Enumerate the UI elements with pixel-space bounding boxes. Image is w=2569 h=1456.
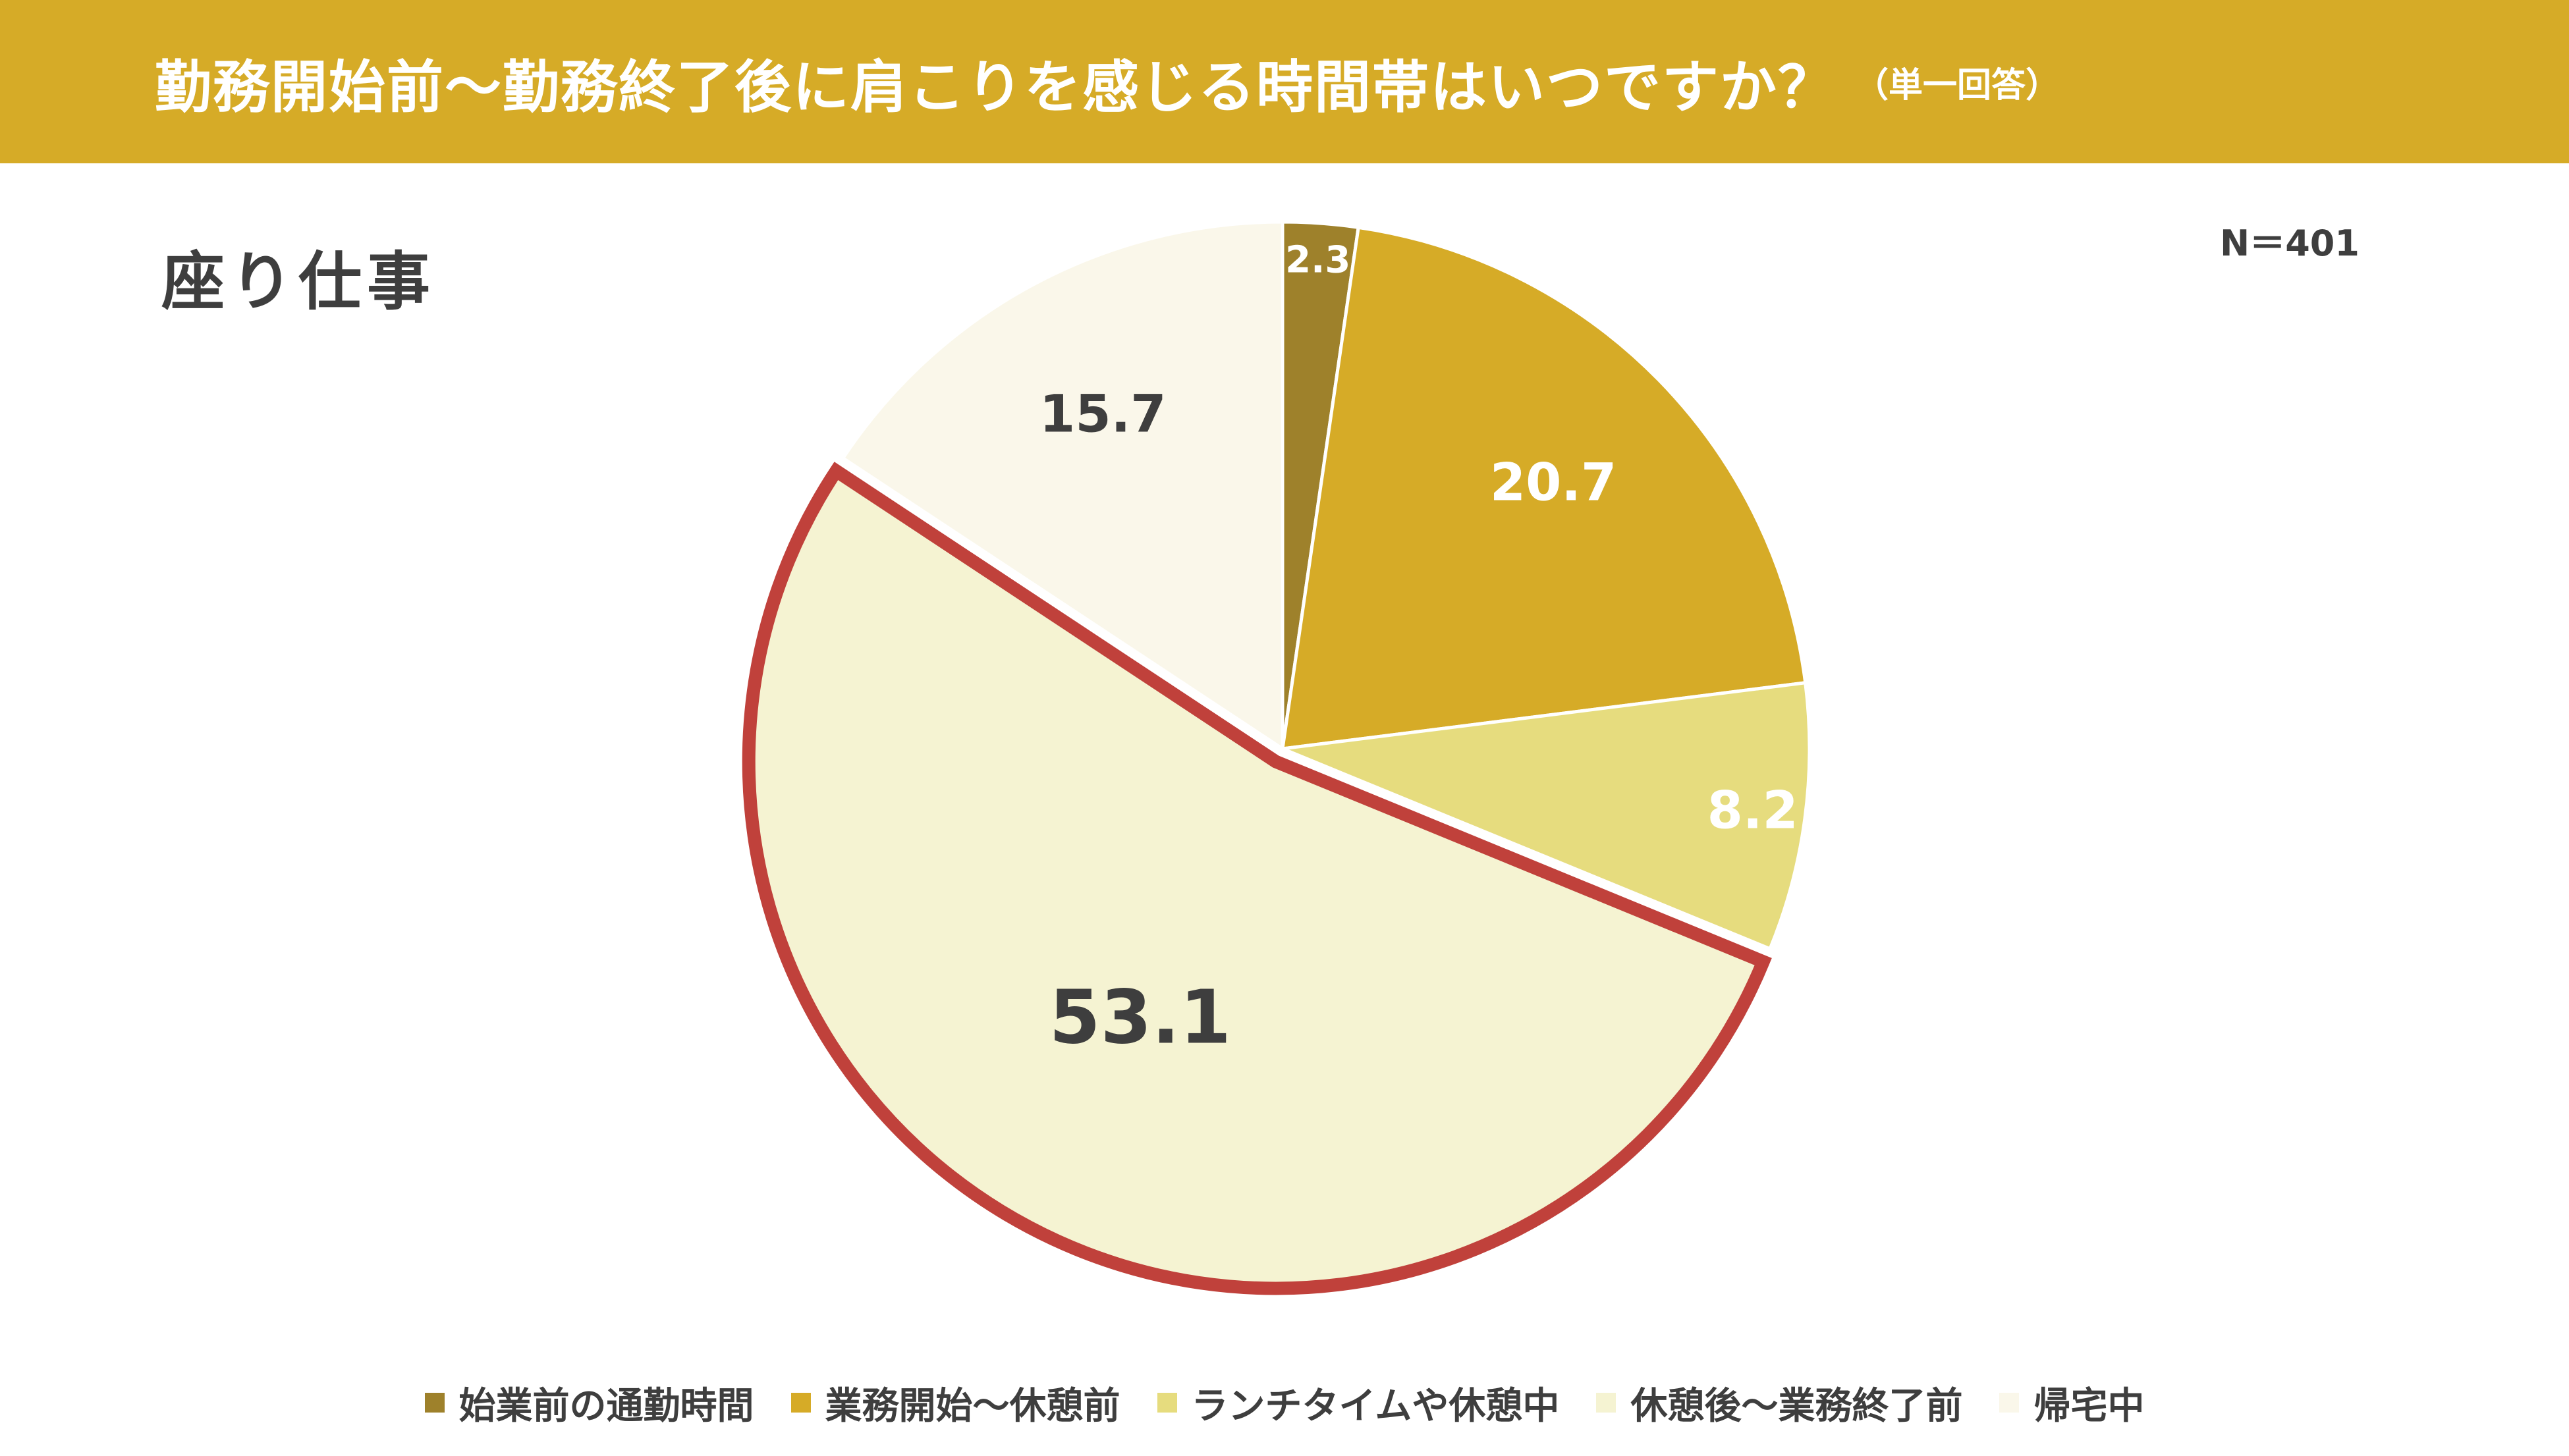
pie-highlight (742, 462, 1772, 1295)
slice-work-before-break (1281, 225, 1808, 751)
legend-label: 休憩後～業務終了前 (1630, 1384, 1963, 1428)
slice-commute-home (841, 220, 1284, 752)
legend-label: 帰宅中 (2033, 1384, 2145, 1428)
legend-swatch (1999, 1393, 2020, 1413)
chart-title: 勤務開始前～勤務終了後に肩こりを感じる時間帯はいつですか？ (155, 54, 1836, 121)
legend-item-after-break: 休憩後～業務終了前 (1596, 1376, 1962, 1430)
pie-labels: 2.3 20.7 8.2 53.1 15.7 (1039, 238, 1798, 1060)
legend-label: 業務開始～休憩前 (825, 1384, 1120, 1428)
slice-lunch-break (1276, 680, 1811, 952)
data-label-work-before-break: 20.7 (1490, 454, 1616, 513)
legend-item-lunch-break: ランチタイムや休憩中 (1157, 1376, 1560, 1430)
data-label-commute-morning: 2.3 (1285, 238, 1350, 281)
legend-swatch (424, 1393, 445, 1413)
data-label-commute-home: 15.7 (1039, 385, 1166, 445)
answer-type-note: （単一回答） (1854, 65, 2060, 105)
legend-label: 始業前の通勤時間 (458, 1384, 754, 1428)
sample-size: N＝401 (2220, 223, 2360, 264)
data-label-after-break: 53.1 (1049, 975, 1231, 1060)
legend: 始業前の通勤時間 業務開始～休憩前 ランチタイムや休憩中 休憩後～業務終了前 帰… (0, 1373, 2569, 1432)
highlight-outline (742, 462, 1772, 1295)
legend-swatch (1596, 1393, 1616, 1413)
data-label-lunch-break: 8.2 (1707, 782, 1798, 841)
legend-item-commute-home: 帰宅中 (1999, 1376, 2144, 1430)
header-bar: 勤務開始前～勤務終了後に肩こりを感じる時間帯はいつですか？ （単一回答） (0, 0, 2569, 163)
chart-subtitle: 座り仕事 (161, 245, 435, 319)
legend-item-work-before-break: 業務開始～休憩前 (790, 1376, 1120, 1430)
legend-swatch (790, 1393, 811, 1413)
legend-swatch (1157, 1393, 1177, 1413)
legend-label: ランチタイムや休憩中 (1191, 1384, 1560, 1428)
pie-slices (747, 220, 1811, 1290)
legend-item-commute-morning: 始業前の通勤時間 (424, 1376, 754, 1430)
